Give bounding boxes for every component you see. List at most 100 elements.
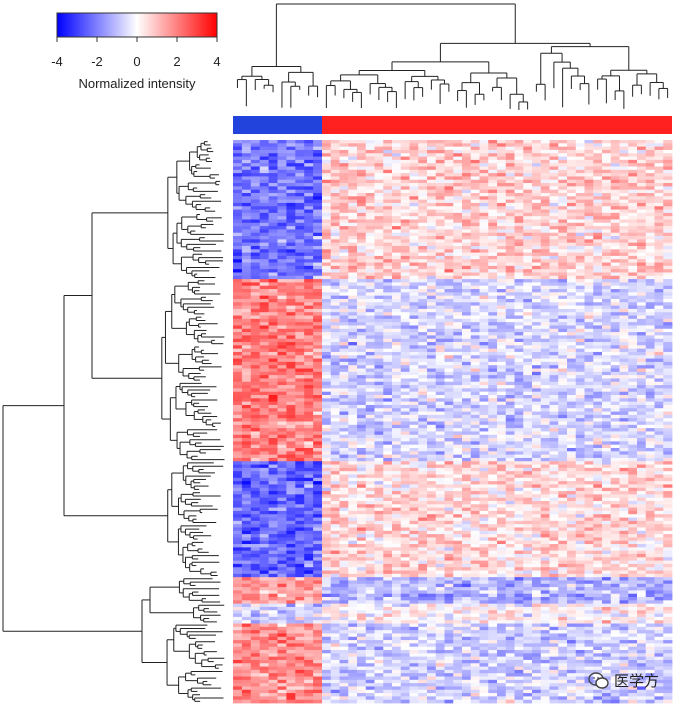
heatmap-cell [357,315,367,320]
heatmap-cell [357,199,367,204]
heatmap-cell [628,289,638,293]
heatmap-cell [418,183,428,187]
heatmap-cell [357,282,367,287]
heatmap-cell [637,249,647,253]
heatmap-cell [339,335,349,340]
heatmap-cell [330,140,340,144]
heatmap-cell [241,424,252,429]
heatmap-cell [322,245,332,250]
heatmap-cell [575,348,585,353]
heatmap-cell [558,232,568,237]
heatmap-cell [233,345,243,350]
heatmap-cell [233,153,243,157]
heatmap-cell [567,265,577,270]
heatmap-cell [322,259,332,263]
heatmap-cell [435,348,445,353]
heatmap-cell [663,236,673,240]
heatmap-cell [259,163,269,167]
heatmap-cell [610,159,620,164]
heatmap-cell [330,398,340,403]
heatmap-cell [286,176,296,181]
heatmap-cell [479,189,489,194]
heatmap-cell [339,424,349,429]
heatmap-cell [619,183,629,187]
heatmap-cell [286,269,296,273]
heatmap-cell [418,159,428,164]
heatmap-cell [374,418,384,422]
heatmap-cell [584,371,594,376]
heatmap-cell [250,212,261,217]
heatmap-cell [514,385,524,389]
heatmap-cell [295,196,305,201]
heatmap-cell [602,252,612,257]
heatmap-cell [532,332,542,336]
heatmap-cell [567,269,577,273]
heatmap-cell [567,183,577,187]
heatmap-cell [602,186,612,191]
heatmap-cell [304,305,314,310]
heatmap-cell [259,385,269,389]
heatmap-cell [392,388,402,393]
heatmap-cell [488,186,498,191]
heatmap-cell [488,368,498,373]
heatmap-cell [286,328,296,333]
heatmap-cell [304,404,314,409]
heatmap-cell [322,335,332,340]
heatmap-cell [505,252,515,257]
heatmap-cell [532,335,542,340]
heatmap-cell [637,226,647,230]
heatmap-cell [453,424,463,429]
heatmap-cell [619,212,629,217]
heatmap-cell [663,388,673,393]
heatmap-cell [357,275,367,280]
heatmap-cell [409,156,419,161]
heatmap-cell [488,328,498,333]
heatmap-cell [619,305,629,310]
heatmap-cell [488,212,498,217]
heatmap-cell [628,179,638,184]
heatmap-cell [259,169,269,174]
heatmap-cell [497,206,507,210]
heatmap-cell [277,401,287,406]
heatmap-cell [575,189,585,194]
heatmap-cell [628,338,638,343]
heatmap-cell [514,338,524,343]
heatmap-cell [339,414,349,419]
heatmap-cell [330,328,340,333]
heatmap-cell [286,388,296,393]
heatmap-cell [304,159,314,164]
heatmap-cell [602,212,612,217]
heatmap-cell [313,265,323,270]
heatmap-cell [453,149,463,154]
heatmap-cell [435,275,445,280]
heatmap-cell [453,298,463,303]
heatmap-cell [602,236,612,240]
heatmap-cell [241,381,252,386]
heatmap-cell [374,371,384,376]
heatmap-cell [532,222,542,227]
heatmap-cell [567,421,577,426]
heatmap-cell [330,143,340,148]
heatmap-cell [523,179,533,184]
heatmap-cell [409,312,419,316]
heatmap-cell [277,156,287,161]
heatmap-cell [497,255,507,260]
heatmap-cell [488,222,498,227]
heatmap-cell [418,279,428,283]
heatmap-cell [330,259,340,263]
heatmap-cell [497,156,507,161]
heatmap-cell [241,143,252,148]
heatmap-cell [444,411,454,416]
heatmap-cell [584,398,594,403]
heatmap-cell [645,318,655,323]
heatmap-cell [233,348,243,353]
heatmap-cell [584,249,594,253]
heatmap-cell [241,173,252,177]
heatmap-cell [470,348,480,353]
heatmap-cell [479,186,489,191]
heatmap-cell [488,332,498,336]
heatmap-cell [514,328,524,333]
heatmap-cell [470,226,480,230]
heatmap-cell [567,245,577,250]
heatmap-cell [532,249,542,253]
